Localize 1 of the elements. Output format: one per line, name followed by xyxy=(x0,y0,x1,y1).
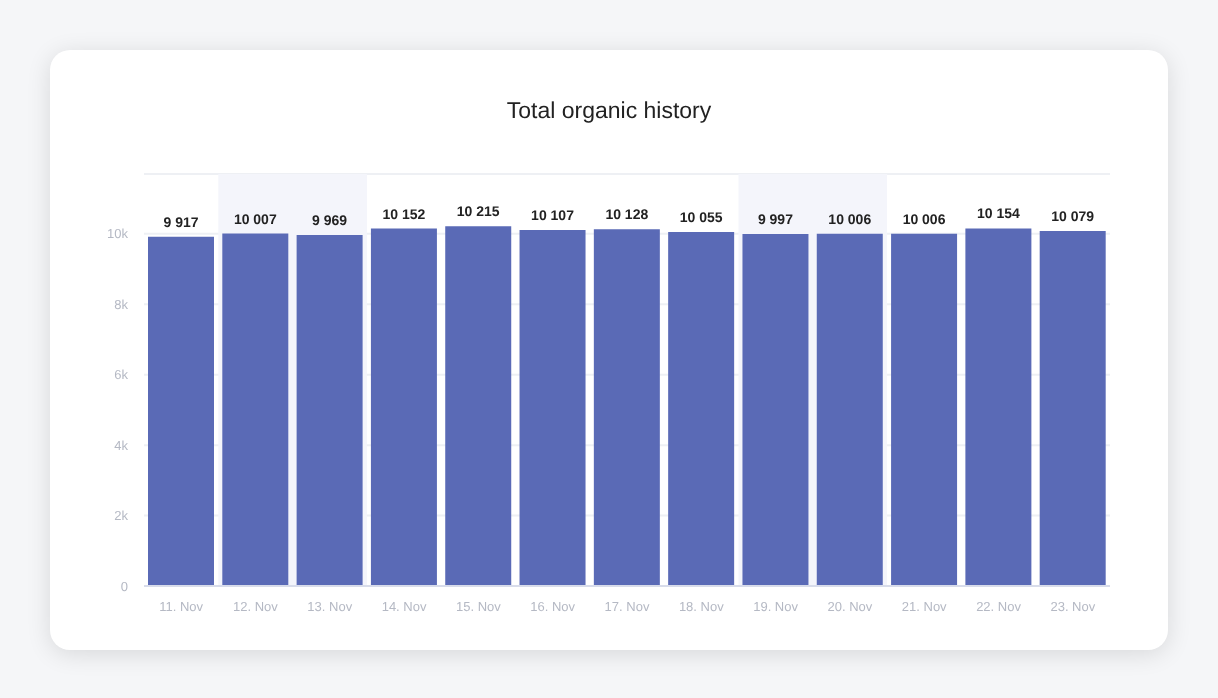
chart-title: Total organic history xyxy=(504,100,714,124)
